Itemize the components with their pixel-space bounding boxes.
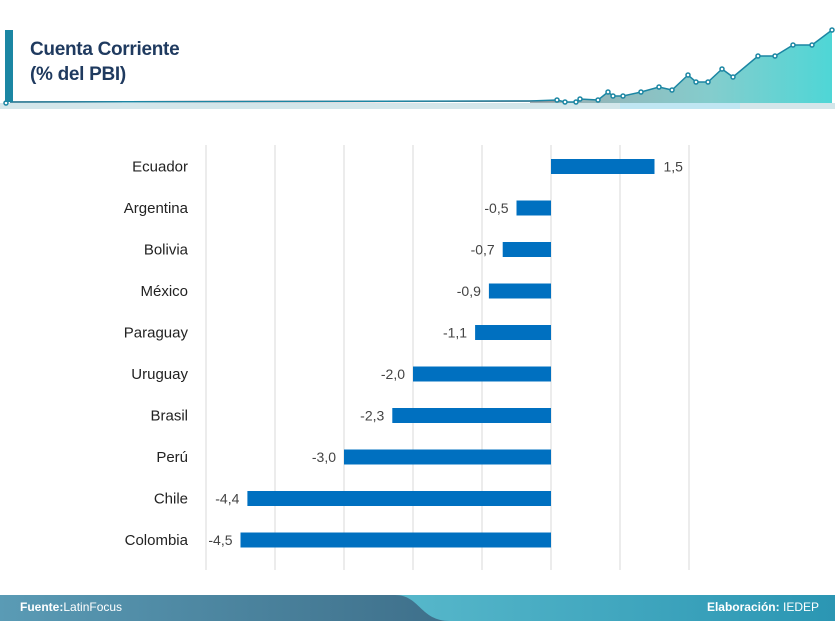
value-label: -2,3 — [360, 408, 384, 424]
bar-uruguay — [413, 366, 551, 382]
value-label: 1,5 — [664, 159, 684, 175]
bar-ecuador — [551, 159, 655, 174]
bar-chile — [247, 491, 551, 506]
category-label: Brasil — [150, 408, 188, 425]
value-label: -0,9 — [457, 283, 481, 299]
value-label: -0,7 — [471, 242, 495, 258]
bar-brasil — [392, 408, 551, 423]
bar-chart: Ecuador 1,5 Argentina -0,5 Bolivia -0,7 México… — [124, 145, 690, 570]
bar-perú — [344, 449, 551, 465]
source-value: LatinFocus — [63, 600, 123, 614]
footer-background — [0, 595, 835, 621]
credit-label: Elaboración: — [706, 600, 780, 614]
author-credit: Elaboración: IEDEP — [707, 600, 819, 614]
page-title: Cuenta Corriente (% del PBI) — [30, 37, 180, 87]
category-label: Chile — [154, 491, 188, 508]
value-label: -1,1 — [443, 325, 467, 341]
title-line-2: (% del PBI) — [30, 64, 126, 85]
credit-value: IEDEP — [782, 600, 819, 614]
source-credit: Fuente:LatinFocus — [20, 600, 122, 614]
category-label: Ecuador — [132, 159, 188, 176]
category-label: Bolivia — [144, 242, 189, 259]
title-line-1: Cuenta Corriente — [30, 39, 180, 60]
bar-colombia — [240, 532, 551, 548]
footer: Fuente:LatinFocus Elaboración: IEDEP — [0, 595, 835, 621]
category-label: Colombia — [125, 532, 189, 549]
value-label: -4,5 — [208, 532, 232, 548]
category-label: Perú — [156, 449, 188, 466]
header-decoration — [0, 27, 835, 109]
value-label: -0,5 — [484, 200, 508, 216]
bar-bolivia — [502, 242, 551, 257]
source-label: Fuente: — [20, 600, 64, 614]
bar-méxico — [488, 283, 551, 299]
bar-argentina — [516, 200, 551, 216]
title-accent-bar — [5, 30, 13, 102]
value-label: -2,0 — [381, 366, 405, 382]
value-label: -4,4 — [215, 491, 239, 507]
category-label: Paraguay — [124, 325, 189, 342]
category-label: México — [140, 283, 188, 300]
bar-paraguay — [475, 325, 551, 340]
category-label: Uruguay — [131, 366, 188, 383]
value-label: -3,0 — [312, 449, 336, 465]
category-label: Argentina — [124, 200, 189, 217]
